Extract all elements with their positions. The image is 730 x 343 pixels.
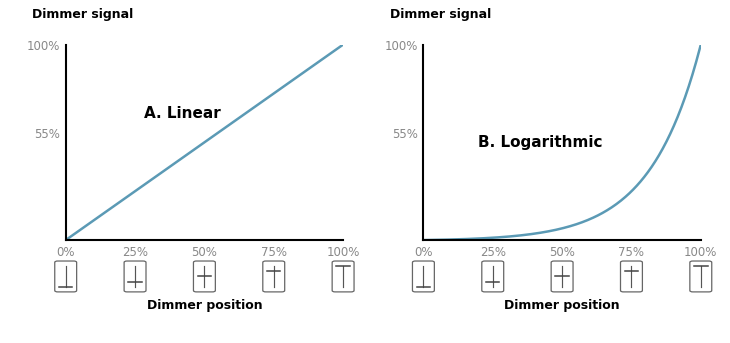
Text: B. Logarithmic: B. Logarithmic	[477, 135, 602, 150]
Text: A. Linear: A. Linear	[144, 106, 220, 120]
Text: Dimmer position: Dimmer position	[504, 299, 620, 312]
Text: Dimmer signal: Dimmer signal	[32, 8, 134, 21]
Text: Dimmer position: Dimmer position	[147, 299, 262, 312]
Text: Dimmer signal: Dimmer signal	[390, 8, 491, 21]
